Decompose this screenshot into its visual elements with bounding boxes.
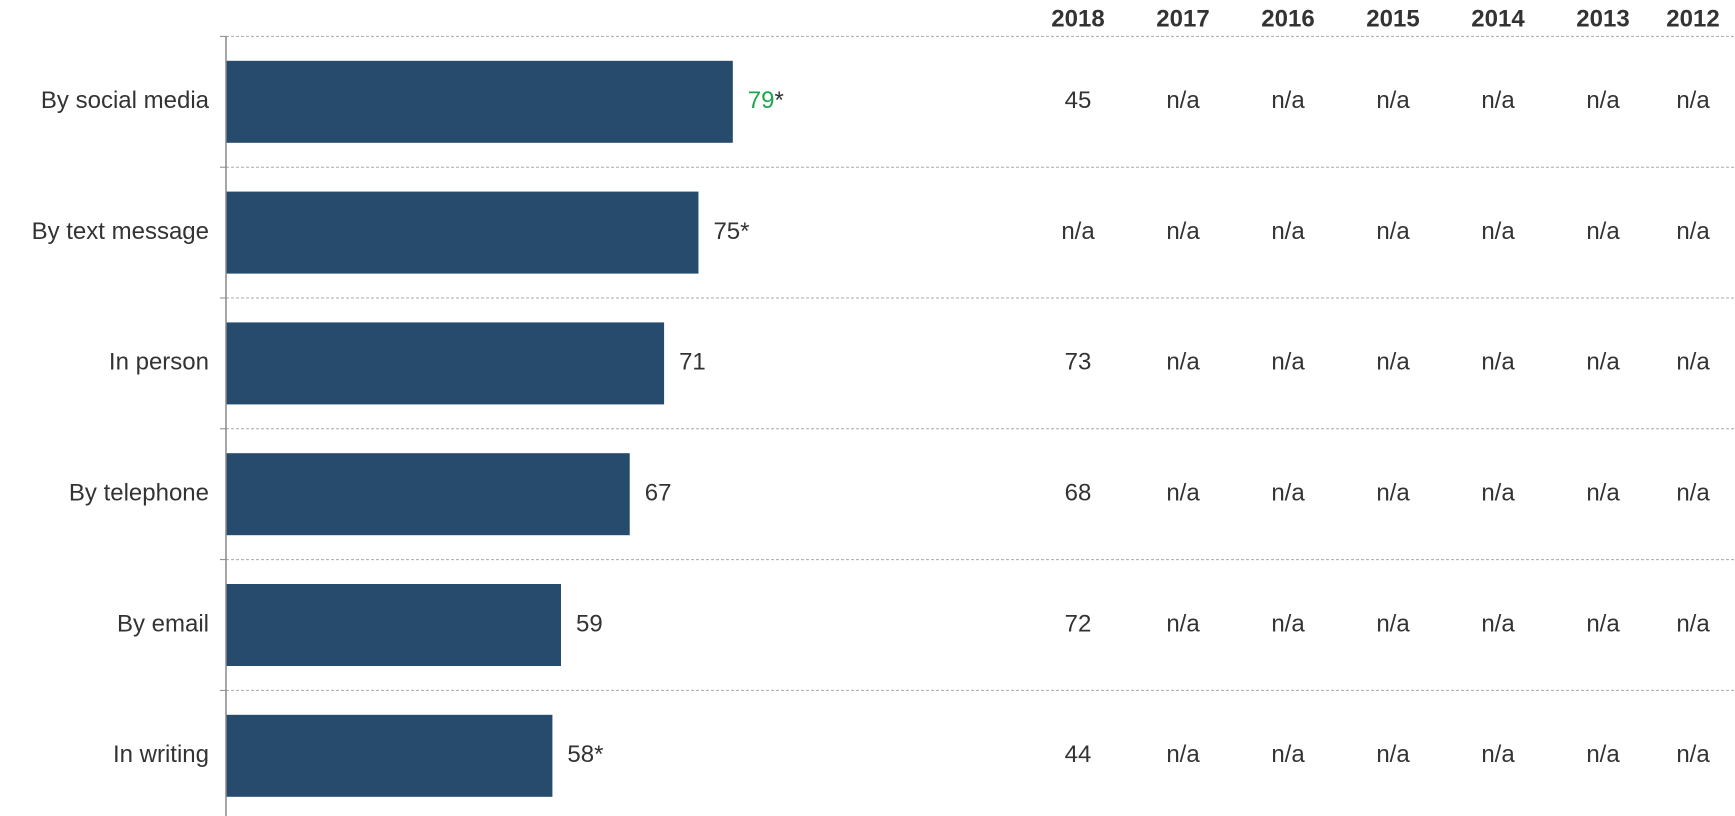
table-cell: n/a	[1586, 218, 1620, 245]
table-cell: n/a	[1676, 218, 1710, 245]
category-label: By email	[117, 610, 209, 637]
table-cell: n/a	[1166, 741, 1200, 768]
bar	[226, 714, 553, 797]
table-cell: 72	[1065, 610, 1092, 637]
column-header: 2016	[1261, 5, 1314, 32]
table-cell: n/a	[1481, 218, 1515, 245]
value-label: 58*	[567, 741, 603, 768]
table-cell: n/a	[1166, 87, 1200, 114]
bar	[226, 453, 630, 536]
value-label: 71	[679, 349, 706, 376]
table-cell: n/a	[1481, 480, 1515, 507]
category-label: In person	[109, 349, 209, 376]
table-cell: 44	[1065, 741, 1092, 768]
table-cell: 68	[1065, 480, 1092, 507]
table-cell: n/a	[1376, 610, 1410, 637]
table-cell: n/a	[1586, 87, 1620, 114]
value-label: 67	[645, 480, 672, 507]
category-label: In writing	[113, 741, 209, 768]
table-cell: n/a	[1271, 741, 1305, 768]
value-label: 75*	[713, 218, 749, 245]
table-cell: n/a	[1271, 87, 1305, 114]
bar	[226, 191, 699, 274]
column-header: 2013	[1576, 5, 1629, 32]
value-label: 59	[576, 610, 603, 637]
column-header: 2014	[1471, 5, 1525, 32]
table-cell: n/a	[1376, 741, 1410, 768]
category-label: By telephone	[69, 480, 209, 507]
table-cell: n/a	[1481, 87, 1515, 114]
table-cell: n/a	[1376, 480, 1410, 507]
table-cell: n/a	[1676, 349, 1710, 376]
table-cell: n/a	[1166, 480, 1200, 507]
table-cell: n/a	[1271, 218, 1305, 245]
table-cell: 45	[1065, 87, 1092, 114]
table-cell: n/a	[1376, 218, 1410, 245]
table-cell: n/a	[1676, 610, 1710, 637]
bar	[226, 584, 562, 666]
table-cell: n/a	[1166, 610, 1200, 637]
table-cell: n/a	[1376, 87, 1410, 114]
table-cell: n/a	[1061, 218, 1095, 245]
table-cell: n/a	[1166, 218, 1200, 245]
table-cell: n/a	[1676, 87, 1710, 114]
column-header: 2015	[1366, 5, 1419, 32]
column-header: 2017	[1156, 5, 1209, 32]
table-cell: n/a	[1271, 480, 1305, 507]
table-cell: n/a	[1481, 741, 1515, 768]
category-label: By social media	[41, 87, 210, 114]
table-cell: n/a	[1376, 349, 1410, 376]
column-header: 2018	[1051, 5, 1104, 32]
column-header: 2012	[1666, 5, 1719, 32]
table-cell: n/a	[1676, 741, 1710, 768]
table-cell: 73	[1065, 349, 1092, 376]
table-cell: n/a	[1271, 349, 1305, 376]
table-cell: n/a	[1271, 610, 1305, 637]
table-cell: n/a	[1586, 741, 1620, 768]
category-label: By text message	[32, 218, 209, 245]
bar	[226, 60, 733, 143]
table-cell: n/a	[1481, 610, 1515, 637]
table-cell: n/a	[1481, 349, 1515, 376]
table-cell: n/a	[1676, 480, 1710, 507]
bar	[226, 322, 665, 405]
table-cell: n/a	[1586, 610, 1620, 637]
table-cell: n/a	[1586, 349, 1620, 376]
table-cell: n/a	[1166, 349, 1200, 376]
value-label: 79*	[748, 87, 784, 114]
table-cell: n/a	[1586, 480, 1620, 507]
